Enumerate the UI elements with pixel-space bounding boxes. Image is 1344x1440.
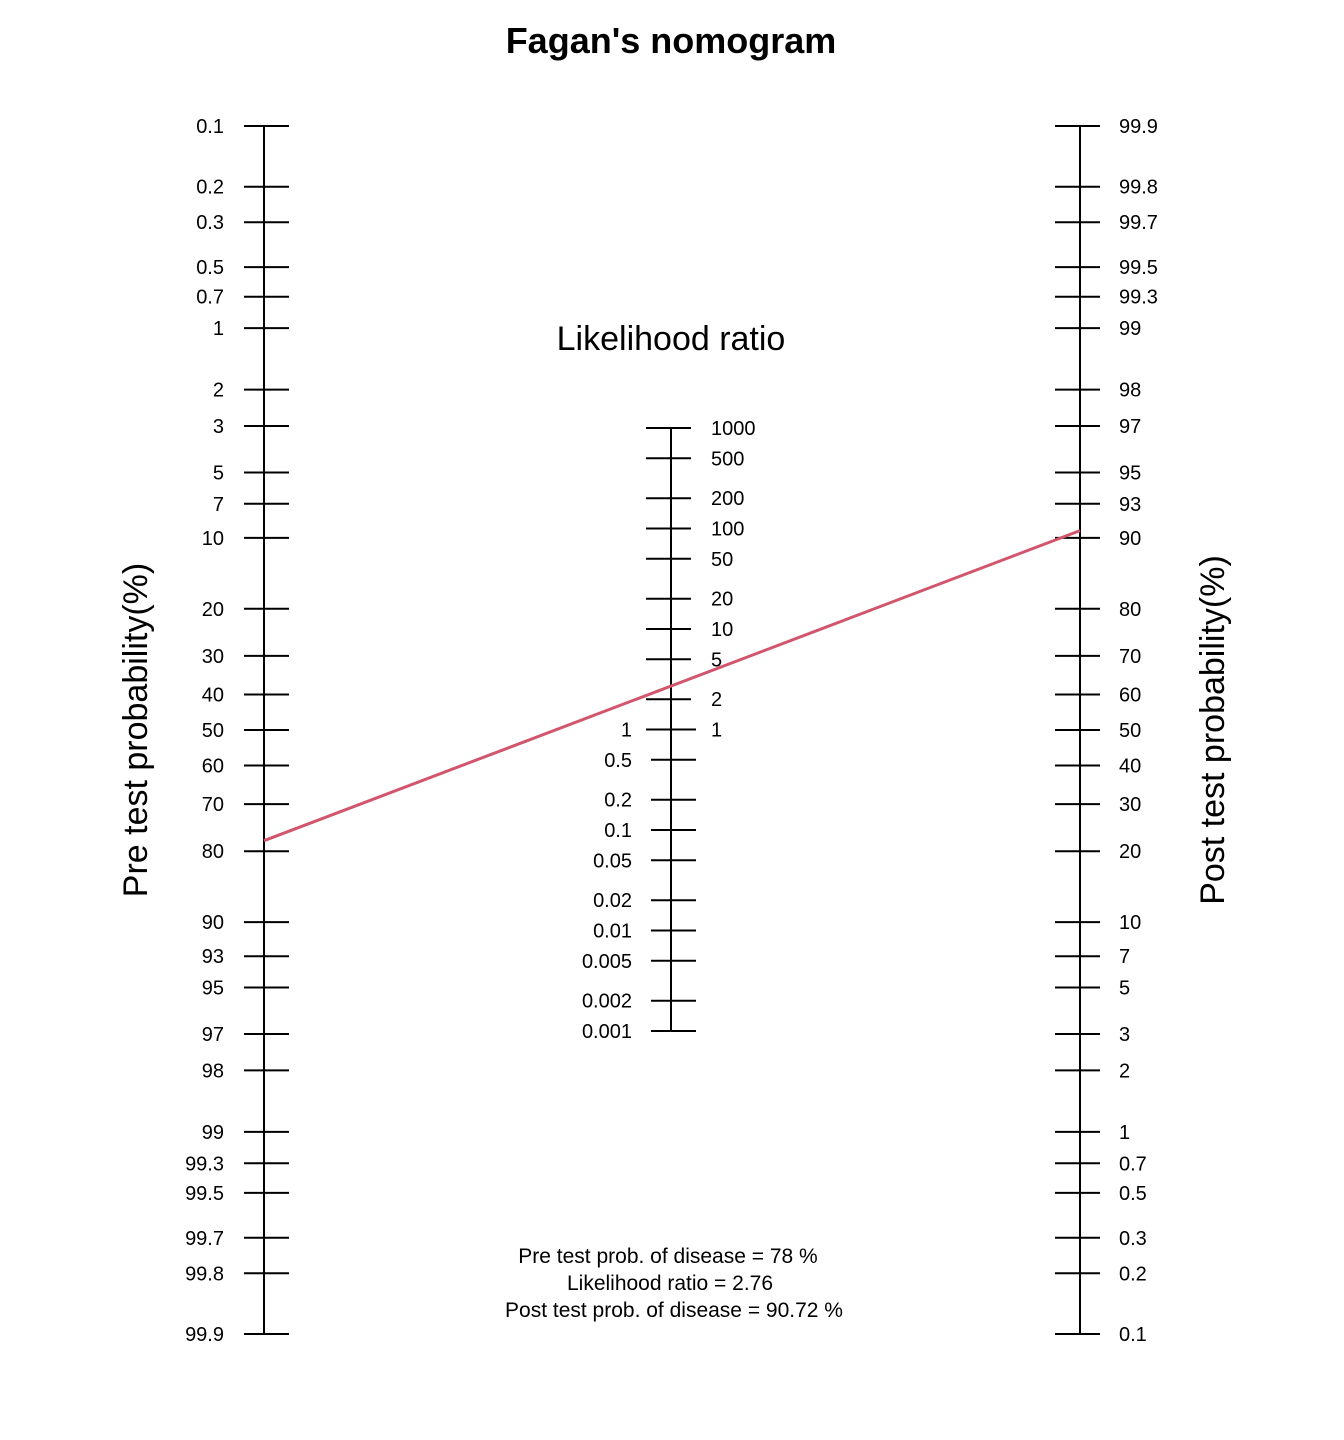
lr-axis-tick-label-lower: 0.05 (593, 850, 632, 872)
left-axis-tick-label: 60 (202, 755, 224, 777)
lr-axis-tick-label-upper: 10 (711, 619, 733, 641)
right-axis-tick-label: 3 (1119, 1024, 1130, 1046)
right-axis-tick-label: 2 (1119, 1060, 1130, 1082)
right-axis-tick-label: 90 (1119, 528, 1141, 550)
left-axis-tick-label: 0.2 (196, 177, 224, 199)
lr-axis-tick-label-lower: 0.1 (604, 820, 632, 842)
left-axis-tick-label: 40 (202, 685, 224, 707)
chart-title: Fagan's nomogram (506, 20, 837, 61)
lr-axis-tick-label-lower: 1 (621, 720, 632, 742)
right-axis-tick-label: 20 (1119, 841, 1141, 863)
lr-axis-tick-label-upper: 200 (711, 488, 744, 510)
right-axis-label: Post test probability(%) (1194, 555, 1232, 905)
right-axis-tick-label: 0.7 (1119, 1153, 1147, 1175)
lr-axis-tick-label-upper: 50 (711, 549, 733, 571)
left-axis-tick-label: 10 (202, 528, 224, 550)
lr-axis-tick-label-lower: 0.2 (604, 790, 632, 812)
lr-axis-tick-label-lower: 0.5 (604, 750, 632, 772)
lr-axis-tick-label-lower: 0.002 (582, 991, 632, 1013)
summary-pre-test: Pre test prob. of disease = 78 % (518, 1245, 817, 1268)
left-axis-tick-label: 99.3 (185, 1153, 224, 1175)
right-axis-tick-label: 93 (1119, 494, 1141, 516)
right-axis-tick-label: 80 (1119, 599, 1141, 621)
lr-axis-tick-label-lower: 0.01 (593, 921, 632, 943)
left-axis-tick-label: 99.9 (185, 1324, 224, 1346)
left-axis-tick-label: 95 (202, 977, 224, 999)
lr-axis-tick-label-upper: 100 (711, 519, 744, 541)
right-axis-tick-label: 70 (1119, 646, 1141, 668)
post-test-axis: 99.999.899.799.599.399989795939080706050… (1055, 116, 1158, 1346)
left-axis-label: Pre test probability(%) (117, 563, 155, 897)
right-axis-tick-label: 1 (1119, 1122, 1130, 1144)
right-axis-tick-label: 7 (1119, 946, 1130, 968)
right-axis-tick-label: 98 (1119, 380, 1141, 402)
lr-axis-tick-label-lower: 0.02 (593, 890, 632, 912)
left-axis-tick-label: 97 (202, 1024, 224, 1046)
left-axis-tick-label: 0.7 (196, 287, 224, 309)
lr-axis-tick-label-lower: 0.001 (582, 1021, 632, 1043)
right-axis-tick-label: 30 (1119, 794, 1141, 816)
lr-axis-tick-label-upper: 500 (711, 448, 744, 470)
left-axis-tick-label: 1 (213, 318, 224, 340)
result-line-group (263, 529, 1081, 843)
right-axis-tick-label: 99.9 (1119, 116, 1158, 138)
right-axis-tick-label: 60 (1119, 685, 1141, 707)
left-axis-tick-label: 2 (213, 380, 224, 402)
right-axis-tick-label: 0.1 (1119, 1324, 1147, 1346)
left-axis-tick-label: 50 (202, 720, 224, 742)
lr-axis-tick-label-upper: 2 (711, 689, 722, 711)
left-axis-tick-label: 30 (202, 646, 224, 668)
likelihood-ratio-axis: 1000 500 200 100 50 20 10 5 2 1 1 0.5 0.2 0.1 0.05 0.02… (582, 418, 756, 1043)
left-axis-tick-label: 0.3 (196, 212, 224, 234)
left-axis-tick-label: 99.5 (185, 1183, 224, 1205)
right-axis-tick-label: 99.5 (1119, 257, 1158, 279)
right-axis-tick-label: 95 (1119, 463, 1141, 485)
right-axis-tick-label: 99.8 (1119, 177, 1158, 199)
left-axis-tick-label: 90 (202, 912, 224, 934)
summary-post-test: Post test prob. of disease = 90.72 % (505, 1299, 843, 1322)
left-axis-tick-label: 80 (202, 841, 224, 863)
left-axis-tick-label: 7 (213, 494, 224, 516)
right-axis-tick-label: 99.3 (1119, 287, 1158, 309)
left-axis-tick-label: 93 (202, 946, 224, 968)
right-axis-tick-label: 99.7 (1119, 212, 1158, 234)
left-axis-tick-label: 20 (202, 599, 224, 621)
left-axis-tick-label: 0.1 (196, 116, 224, 138)
left-axis-tick-label: 5 (213, 463, 224, 485)
right-axis-tick-label: 10 (1119, 912, 1141, 934)
lr-axis-tick-label-upper: 20 (711, 589, 733, 611)
left-axis-tick-label: 3 (213, 416, 224, 438)
likelihood-ratio-title: Likelihood ratio (557, 320, 786, 358)
right-axis-tick-label: 97 (1119, 416, 1141, 438)
summary-likelihood-ratio: Likelihood ratio = 2.76 (567, 1272, 773, 1295)
lr-axis-tick-label-lower: 0.005 (582, 951, 632, 973)
right-axis-tick-label: 0.5 (1119, 1183, 1147, 1205)
right-axis-tick-label: 0.3 (1119, 1228, 1147, 1250)
right-axis-tick-label: 0.2 (1119, 1263, 1147, 1285)
left-axis-tick-label: 70 (202, 794, 224, 816)
right-axis-tick-label: 40 (1119, 755, 1141, 777)
left-axis-tick-label: 99.7 (185, 1228, 224, 1250)
left-axis-tick-label: 99.8 (185, 1263, 224, 1285)
lr-axis-tick-label-upper: 1000 (711, 418, 756, 440)
right-axis-tick-label: 99 (1119, 318, 1141, 340)
left-axis-tick-label: 98 (202, 1060, 224, 1082)
left-axis-tick-label: 99 (202, 1122, 224, 1144)
lr-axis-tick-label-upper: 5 (711, 649, 722, 671)
right-axis-tick-label: 5 (1119, 977, 1130, 999)
result-line (263, 529, 1081, 843)
lr-axis-tick-label-upper: 1 (711, 720, 722, 742)
left-axis-tick-label: 0.5 (196, 257, 224, 279)
right-axis-tick-label: 50 (1119, 720, 1141, 742)
pre-test-axis: 0.1 0.2 0.3 0.5 0.7 1 2 3 5 7 10 20 30 40 50 60 70 80 90 93… (185, 116, 289, 1346)
